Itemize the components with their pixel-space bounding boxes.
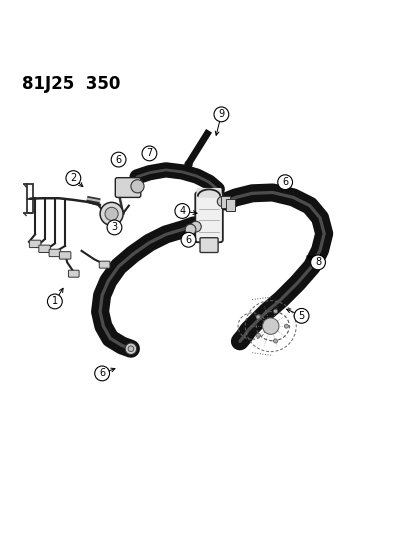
FancyBboxPatch shape — [195, 192, 222, 242]
Circle shape — [273, 339, 277, 343]
Circle shape — [294, 309, 308, 323]
Circle shape — [255, 333, 259, 337]
Circle shape — [142, 146, 157, 161]
Circle shape — [131, 180, 144, 193]
Circle shape — [66, 171, 81, 185]
Text: 8: 8 — [314, 257, 320, 268]
Circle shape — [284, 324, 288, 328]
Circle shape — [125, 343, 136, 354]
FancyBboxPatch shape — [49, 249, 60, 256]
Circle shape — [214, 107, 228, 122]
FancyBboxPatch shape — [221, 196, 230, 208]
Circle shape — [310, 255, 325, 270]
FancyBboxPatch shape — [29, 240, 41, 248]
Circle shape — [190, 221, 201, 232]
Circle shape — [255, 315, 259, 319]
Circle shape — [105, 207, 118, 221]
FancyBboxPatch shape — [115, 177, 140, 197]
Text: 6: 6 — [99, 368, 105, 378]
FancyBboxPatch shape — [199, 238, 218, 253]
Circle shape — [273, 309, 277, 313]
Text: 81J25  350: 81J25 350 — [22, 75, 120, 93]
Circle shape — [95, 366, 109, 381]
FancyBboxPatch shape — [99, 261, 110, 268]
Text: 1: 1 — [52, 296, 58, 306]
Circle shape — [217, 197, 227, 206]
Text: 5: 5 — [298, 311, 304, 321]
Circle shape — [107, 220, 121, 235]
Text: 6: 6 — [185, 235, 191, 245]
Text: 9: 9 — [218, 109, 224, 119]
Circle shape — [111, 152, 126, 167]
FancyBboxPatch shape — [68, 270, 79, 277]
Text: 7: 7 — [146, 148, 152, 158]
Text: 4: 4 — [179, 206, 185, 216]
Circle shape — [47, 294, 62, 309]
FancyBboxPatch shape — [59, 252, 71, 259]
Circle shape — [100, 203, 123, 225]
Circle shape — [128, 346, 133, 352]
FancyBboxPatch shape — [196, 188, 221, 198]
FancyBboxPatch shape — [39, 245, 50, 253]
Text: 6: 6 — [281, 177, 287, 187]
Circle shape — [222, 198, 232, 208]
Circle shape — [185, 224, 195, 235]
Circle shape — [175, 204, 189, 219]
Text: 3: 3 — [111, 222, 117, 232]
Text: 6: 6 — [115, 155, 121, 165]
Circle shape — [262, 318, 278, 334]
FancyBboxPatch shape — [226, 199, 235, 211]
Circle shape — [180, 232, 195, 247]
Text: 2: 2 — [70, 173, 76, 183]
Circle shape — [277, 175, 292, 190]
